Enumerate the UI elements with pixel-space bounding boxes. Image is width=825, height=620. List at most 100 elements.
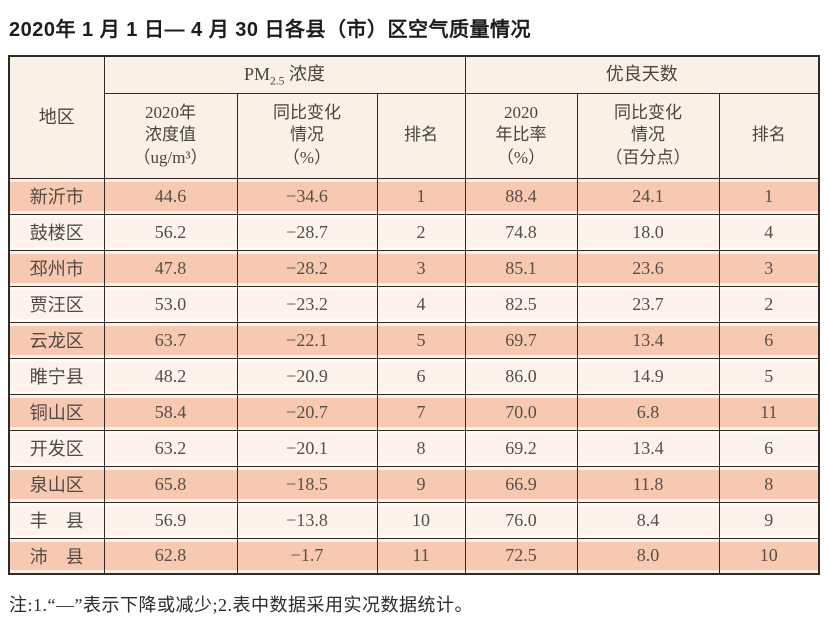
cell-good-change: 23.7 [576, 285, 720, 323]
cell-pm-change: −34.6 [236, 177, 378, 215]
cell-pm-change: −28.2 [236, 249, 378, 287]
cell-pm-rank: 10 [376, 501, 466, 539]
cell-pm-rank: 5 [376, 321, 466, 359]
cell-pm-rank: 4 [376, 285, 466, 323]
table-row: 泉山区 65.8 −18.5 9 66.9 11.8 8 [8, 465, 820, 503]
table-row: 沛 县 62.8 −1.7 11 72.5 8.0 10 [8, 537, 820, 575]
cell-good-change: 14.9 [576, 357, 720, 395]
table-row: 新沂市 44.6 −34.6 1 88.4 24.1 1 [8, 177, 820, 215]
cell-region: 开发区 [8, 429, 105, 467]
header-good-change: 同比变化 情况 （百分点） [576, 92, 720, 179]
cell-good-rate: 69.2 [464, 429, 578, 467]
cell-good-change: 6.8 [576, 393, 720, 431]
header-pm-rank: 排名 [376, 92, 466, 179]
header-good-rate: 2020 年比率 （%） [464, 92, 578, 179]
cell-good-change: 18.0 [576, 213, 720, 251]
cell-pm-change: −23.2 [236, 285, 378, 323]
cell-pm-rank: 1 [376, 177, 466, 215]
cell-pm-rank: 7 [376, 393, 466, 431]
cell-good-rate: 86.0 [464, 357, 578, 395]
cell-region: 鼓楼区 [8, 213, 105, 251]
cell-good-change: 8.4 [576, 501, 720, 539]
table-header: 地区 PM2.5 浓度 优良天数 2020年 浓度值 （ug/m³） 同比变化 … [8, 55, 820, 179]
header-pm-value: 2020年 浓度值 （ug/m³） [103, 92, 238, 179]
cell-good-rate: 76.0 [464, 501, 578, 539]
cell-good-rate: 74.8 [464, 213, 578, 251]
table-row: 邳州市 47.8 −28.2 3 85.1 23.6 3 [8, 249, 820, 287]
footnote: 注:1.“—”表示下降或减少;2.表中数据采用实况数据统计。 [9, 595, 473, 615]
cell-pm-change: −18.5 [236, 465, 378, 503]
table-row: 鼓楼区 56.2 −28.7 2 74.8 18.0 4 [8, 213, 820, 251]
table-row: 贾汪区 53.0 −23.2 4 82.5 23.7 2 [8, 285, 820, 323]
cell-pm-value: 47.8 [103, 249, 238, 287]
cell-pm-value: 53.0 [103, 285, 238, 323]
page-title: 2020年 1 月 1 日— 4 月 30 日各县（市）区空气质量情况 [9, 19, 532, 41]
cell-good-change: 23.6 [576, 249, 720, 287]
cell-good-rank: 2 [718, 285, 820, 323]
cell-pm-value: 65.8 [103, 465, 238, 503]
cell-region: 睢宁县 [8, 357, 105, 395]
cell-good-rank: 4 [718, 213, 820, 251]
air-quality-table: 地区 PM2.5 浓度 优良天数 2020年 浓度值 （ug/m³） 同比变化 … [8, 55, 821, 575]
table-row: 云龙区 63.7 −22.1 5 69.7 13.4 6 [8, 321, 820, 359]
cell-region: 云龙区 [8, 321, 105, 359]
cell-good-rate: 82.5 [464, 285, 578, 323]
cell-good-rank: 10 [718, 537, 820, 575]
cell-good-rate: 66.9 [464, 465, 578, 503]
cell-pm-change: −20.1 [236, 429, 378, 467]
cell-good-rank: 6 [718, 321, 820, 359]
cell-good-change: 24.1 [576, 177, 720, 215]
cell-pm-value: 56.2 [103, 213, 238, 251]
cell-pm-value: 58.4 [103, 393, 238, 431]
header-good-days-group: 优良天数 [464, 55, 820, 94]
cell-pm-change: −13.8 [236, 501, 378, 539]
cell-pm-change: −20.9 [236, 357, 378, 395]
cell-good-change: 13.4 [576, 429, 720, 467]
cell-good-rate: 70.0 [464, 393, 578, 431]
cell-region: 铜山区 [8, 393, 105, 431]
cell-good-change: 8.0 [576, 537, 720, 575]
cell-pm-rank: 8 [376, 429, 466, 467]
cell-region: 泉山区 [8, 465, 105, 503]
cell-pm-change: −20.7 [236, 393, 378, 431]
header-group-row: 地区 PM2.5 浓度 优良天数 [8, 55, 820, 179]
cell-pm-change: −1.7 [236, 537, 378, 575]
table-row: 睢宁县 48.2 −20.9 6 86.0 14.9 5 [8, 357, 820, 395]
cell-pm-value: 62.8 [103, 537, 238, 575]
header-pm-group: PM2.5 浓度 [103, 55, 466, 94]
cell-pm-change: −22.1 [236, 321, 378, 359]
cell-good-rate: 69.7 [464, 321, 578, 359]
cell-region: 贾汪区 [8, 285, 105, 323]
cell-pm-value: 48.2 [103, 357, 238, 395]
cell-pm-value: 44.6 [103, 177, 238, 215]
table-row: 开发区 63.2 −20.1 8 69.2 13.4 6 [8, 429, 820, 467]
cell-good-rate: 72.5 [464, 537, 578, 575]
cell-good-rate: 85.1 [464, 249, 578, 287]
pm-label: PM [244, 64, 271, 85]
cell-good-rank: 8 [718, 465, 820, 503]
cell-good-rank: 6 [718, 429, 820, 467]
cell-pm-rank: 6 [376, 357, 466, 395]
cell-good-rank: 1 [718, 177, 820, 215]
cell-region: 邳州市 [8, 249, 105, 287]
cell-good-rank: 11 [718, 393, 820, 431]
cell-pm-change: −28.7 [236, 213, 378, 251]
cell-pm-value: 56.9 [103, 501, 238, 539]
cell-pm-rank: 3 [376, 249, 466, 287]
cell-pm-rank: 9 [376, 465, 466, 503]
cell-good-change: 11.8 [576, 465, 720, 503]
cell-region: 新沂市 [8, 177, 105, 215]
table-row: 丰 县 56.9 −13.8 10 76.0 8.4 9 [8, 501, 820, 539]
cell-pm-value: 63.7 [103, 321, 238, 359]
cell-pm-rank: 11 [376, 537, 466, 575]
cell-region: 沛 县 [8, 537, 105, 575]
header-sub-row: 2020年 浓度值 （ug/m³） 同比变化 情况 （%） 排名 2020 年比… [9, 92, 820, 179]
pm-subscript: 2.5 [270, 75, 285, 88]
header-region: 地区 [8, 55, 105, 179]
cell-good-rank: 9 [718, 501, 820, 539]
cell-pm-value: 63.2 [103, 429, 238, 467]
cell-good-rank: 3 [718, 249, 820, 287]
cell-good-change: 13.4 [576, 321, 720, 359]
header-pm-change: 同比变化 情况 （%） [236, 92, 378, 179]
